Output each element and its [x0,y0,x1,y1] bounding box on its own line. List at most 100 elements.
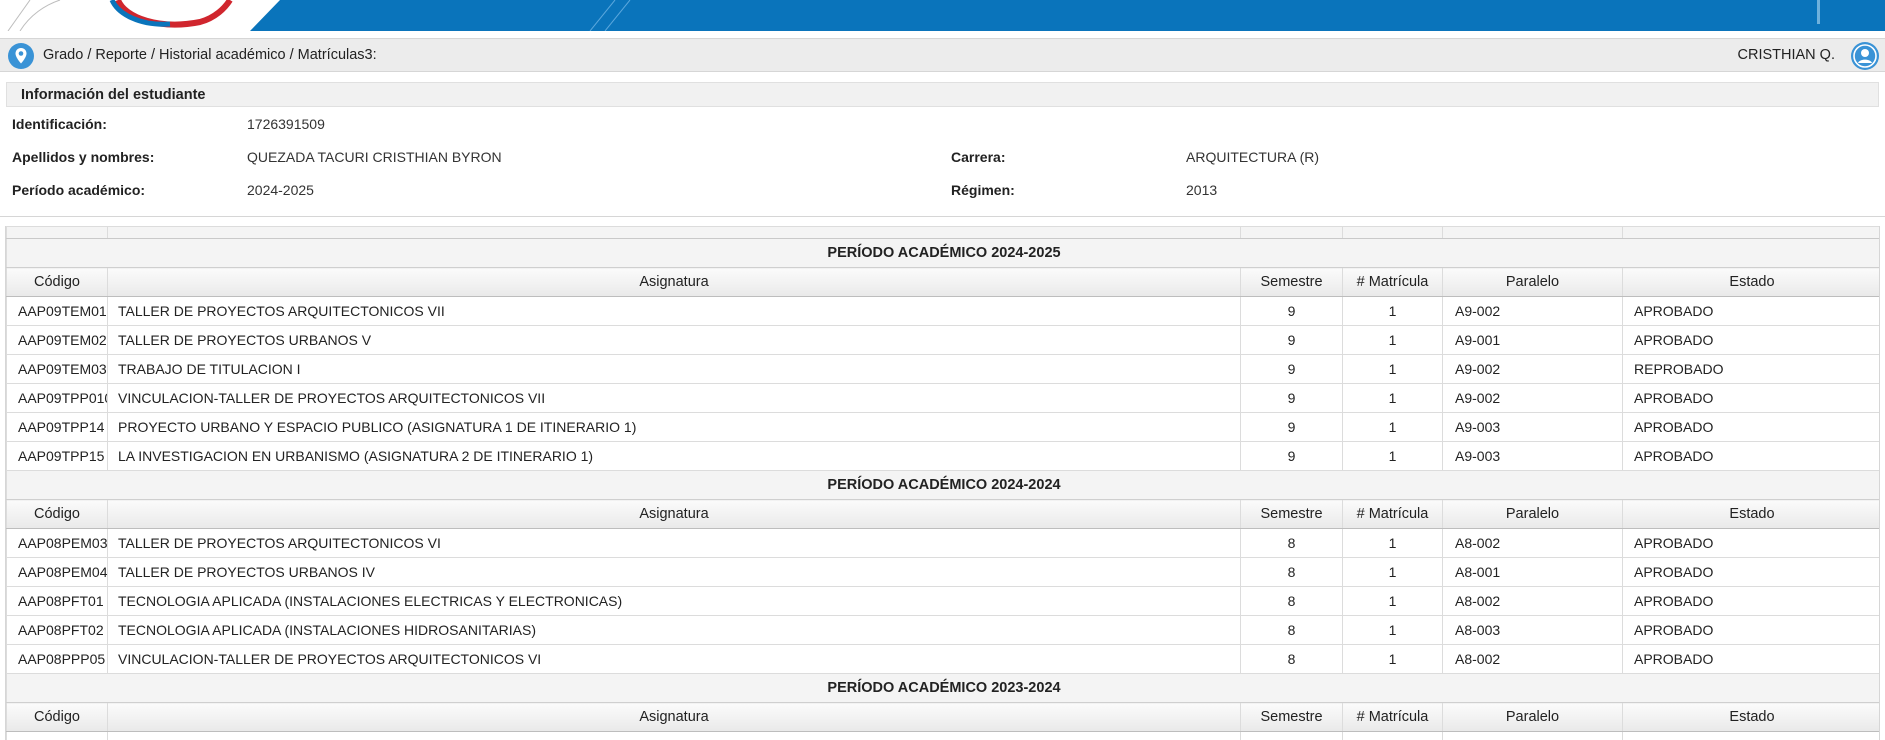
column-header-estado[interactable]: Estado [1622,267,1879,297]
cell-codigo: AAP09TPP15 [6,441,108,471]
breadcrumb[interactable]: Grado / Reporte / Historial académico / … [43,47,377,63]
table-row[interactable]: AAP08PPP05 VINCULACION-TALLER DE PROYECTO… [6,644,1879,674]
table-row[interactable]: AAP09TEM01 TALLER DE PROYECTOS ARQUITECTO… [6,296,1879,326]
cell-paralelo: A4-003 [1442,731,1623,740]
career-label: Carrera: [951,149,1006,165]
breadcrumb-bar: Grado / Reporte / Historial académico / … [0,38,1885,72]
cell-semestre: 8 [1240,528,1343,558]
cell-asignatura: PRACTICAS-TALLER DE PROYECTOS ARQUITECTO… [107,731,1241,740]
table-row[interactable]: AAP09TPP010 VINCULACION-TALLER DE PROYECT… [6,383,1879,413]
cell-codigo: AAP09TEM03 [6,354,108,384]
column-header-paralelo[interactable]: Paralelo [1442,267,1623,297]
name-label: Apellidos y nombres: [12,149,155,165]
academic-history-table[interactable]: PERÍODO ACADÉMICO 2024-2025 Código Asignat… [5,226,1880,740]
cell-estado: APROBADO [1622,383,1879,413]
cell-asignatura: LA INVESTIGACION EN URBANISMO (ASIGNATUR… [107,441,1241,471]
column-header-row: Código Asignatura Semestre # Matrícula Paral… [6,499,1879,529]
cell-semestre: 8 [1240,586,1343,616]
cell-estado: APROBADO [1622,412,1879,442]
table-row[interactable]: AAP04PPP06PRACTICAS-TALLER DE PROYECTOS … [6,731,1879,740]
student-info-header: Información del estudiante [6,82,1879,107]
column-header-codigo[interactable]: Código [6,499,108,529]
cell-asignatura: VINCULACION-TALLER DE PROYECTOS ARQUITEC… [107,383,1241,413]
period-title: PERÍODO ACADÉMICO 2023-2024 [6,673,1879,703]
table-row[interactable]: AAP08PEM04 TALLER DE PROYECTOS URBANOS IV… [6,557,1879,587]
cell-matricula: 1 [1342,557,1443,587]
cell-asignatura: TECNOLOGIA APLICADA (INSTALACIONES HIDRO… [107,615,1241,645]
table-row[interactable]: AAP09TPP14 PROYECTO URBANO Y ESPACIO PUBL… [6,412,1879,442]
column-header-asignatura[interactable]: Asignatura [107,267,1241,297]
column-header-matricula[interactable]: # Matrícula [1342,499,1443,529]
column-header-semestre[interactable]: Semestre [1240,702,1343,732]
cell-matricula: 1 [1342,644,1443,674]
student-info-title: Información del estudiante [21,87,206,103]
table-row[interactable]: AAP09TEM03 TRABAJO DE TITULACION I 9 1 A9-00… [6,354,1879,384]
user-name[interactable]: CRISTHIAN Q. [1737,47,1835,63]
cell-estado: APROBADO [1622,615,1879,645]
cell-asignatura: TECNOLOGIA APLICADA (INSTALACIONES ELECT… [107,586,1241,616]
table-row[interactable]: AAP08PEM03 TALLER DE PROYECTOS ARQUITECTO… [6,528,1879,558]
location-pin-icon [8,43,34,69]
column-header-semestre[interactable]: Semestre [1240,499,1343,529]
cell-estado: REPROBADO [1622,354,1879,384]
cell-asignatura: TALLER DE PROYECTOS URBANOS V [107,325,1241,355]
cell-estado: APROBADO [1622,586,1879,616]
cell-matricula: 1 [1342,296,1443,326]
cell-estado: APROBADO [1622,441,1879,471]
cell-estado: APROBADO [1622,557,1879,587]
period-title: PERÍODO ACADÉMICO 2024-2025 [6,238,1879,268]
cell-matricula: 1 [1342,586,1443,616]
column-header-row: Código Asignatura Semestre # Matrícula Paral… [6,702,1879,732]
period-header-row: PERÍODO ACADÉMICO 2024-2025 [6,238,1879,268]
cell-codigo: AAP08PFT02 [6,615,108,645]
cell-codigo: AAP09TEM01 [6,296,108,326]
cell-semestre: 9 [1240,412,1343,442]
table-top-line [6,226,1879,239]
cell-semestre: 8 [1240,557,1343,587]
career-value: ARQUITECTURA (R) [1186,149,1319,165]
cell-asignatura: TRABAJO DE TITULACION I [107,354,1241,384]
column-header-asignatura[interactable]: Asignatura [107,499,1241,529]
cell-codigo: AAP09TEM02 [6,325,108,355]
cell-semestre: 8 [1240,644,1343,674]
cell-paralelo: A8-001 [1442,557,1623,587]
cell-codigo: AAP09TPP010 [6,383,108,413]
cell-asignatura: VINCULACION-TALLER DE PROYECTOS ARQUITEC… [107,644,1241,674]
cell-semestre: 9 [1240,383,1343,413]
column-header-codigo[interactable]: Código [6,267,108,297]
cell-matricula: 1 [1342,383,1443,413]
column-header-row: Código Asignatura Semestre # Matrícula Paral… [6,267,1879,297]
cell-codigo: AAP08PEM03 [6,528,108,558]
cell-paralelo: A8-003 [1442,615,1623,645]
cell-codigo: AAP08PEM04 [6,557,108,587]
column-header-semestre[interactable]: Semestre [1240,267,1343,297]
column-header-paralelo[interactable]: Paralelo [1442,499,1623,529]
column-header-paralelo[interactable]: Paralelo [1442,702,1623,732]
cell-estado: APROBADO [1622,731,1879,740]
cell-semestre: 9 [1240,325,1343,355]
table-row[interactable]: AAP08PFT01 TECNOLOGIA APLICADA (INSTALACI… [6,586,1879,616]
column-header-asignatura[interactable]: Asignatura [107,702,1241,732]
column-header-matricula[interactable]: # Matrícula [1342,267,1443,297]
cell-estado: APROBADO [1622,296,1879,326]
cell-semestre: 9 [1240,296,1343,326]
column-header-codigo[interactable]: Código [6,702,108,732]
cell-asignatura: TALLER DE PROYECTOS ARQUITECTONICOS VI [107,528,1241,558]
column-header-matricula[interactable]: # Matrícula [1342,702,1443,732]
cell-paralelo: A9-002 [1442,296,1623,326]
column-header-estado[interactable]: Estado [1622,702,1879,732]
cell-semestre: 4 [1240,731,1343,740]
cell-asignatura: TALLER DE PROYECTOS ARQUITECTONICOS VII [107,296,1241,326]
cell-matricula: 1 [1342,731,1443,740]
table-row[interactable]: AAP08PFT02 TECNOLOGIA APLICADA (INSTALACI… [6,615,1879,645]
column-header-estado[interactable]: Estado [1622,499,1879,529]
cell-paralelo: A8-002 [1442,528,1623,558]
cell-matricula: 1 [1342,325,1443,355]
info-separator [0,216,1885,217]
id-label: Identificación: [12,116,107,132]
cell-codigo: AAP08PFT01 [6,586,108,616]
user-avatar-icon[interactable] [1851,42,1879,70]
table-row[interactable]: AAP09TPP15 LA INVESTIGACION EN URBANISMO … [6,441,1879,471]
name-value: QUEZADA TACURI CRISTHIAN BYRON [247,149,502,165]
